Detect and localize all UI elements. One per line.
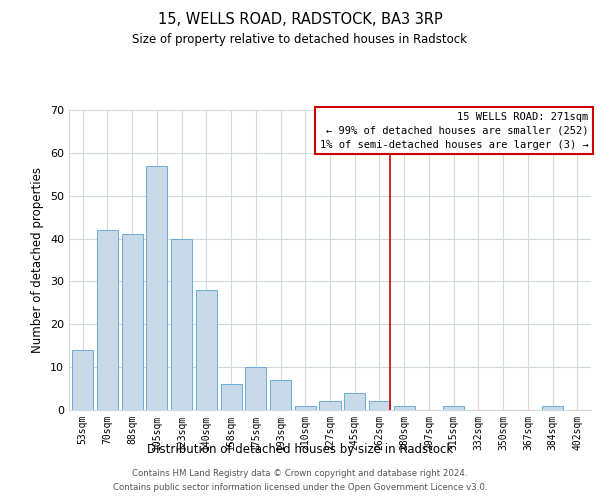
Bar [97, 230, 118, 410]
Text: 15, WELLS ROAD, RADSTOCK, BA3 3RP: 15, WELLS ROAD, RADSTOCK, BA3 3RP [158, 12, 442, 28]
Text: Distribution of detached houses by size in Radstock: Distribution of detached houses by size … [147, 442, 453, 456]
Bar [146, 166, 167, 410]
Bar [443, 406, 464, 410]
Bar [171, 238, 192, 410]
Text: Contains HM Land Registry data © Crown copyright and database right 2024.: Contains HM Land Registry data © Crown c… [132, 468, 468, 477]
Bar [122, 234, 143, 410]
Text: Contains public sector information licensed under the Open Government Licence v3: Contains public sector information licen… [113, 484, 487, 492]
Bar [369, 402, 390, 410]
Bar [72, 350, 93, 410]
Bar [394, 406, 415, 410]
Bar [542, 406, 563, 410]
Bar [295, 406, 316, 410]
Bar [319, 402, 341, 410]
Bar [270, 380, 291, 410]
Bar [344, 393, 365, 410]
Bar [245, 367, 266, 410]
Y-axis label: Number of detached properties: Number of detached properties [31, 167, 44, 353]
Bar [221, 384, 242, 410]
Text: Size of property relative to detached houses in Radstock: Size of property relative to detached ho… [133, 32, 467, 46]
Text: 15 WELLS ROAD: 271sqm
← 99% of detached houses are smaller (252)
1% of semi-deta: 15 WELLS ROAD: 271sqm ← 99% of detached … [320, 112, 589, 150]
Bar [196, 290, 217, 410]
